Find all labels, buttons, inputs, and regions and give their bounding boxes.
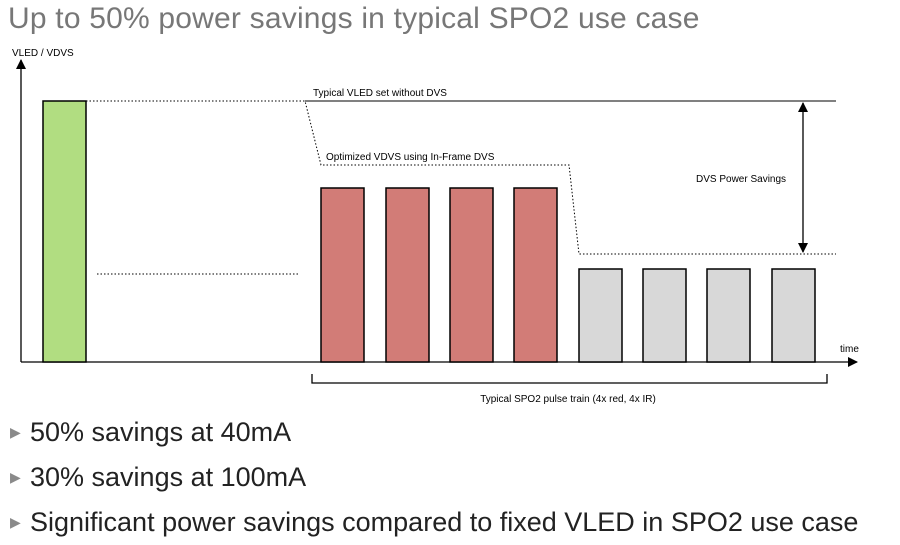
- dvs-power-diagram: VLED / VDVS time Typical VLED set withou…: [12, 48, 859, 405]
- bullet-text: 30% savings at 100mA: [30, 462, 307, 492]
- pulse-train-bracket: [311, 374, 828, 384]
- bullet-text: Significant power savings compared to fi…: [30, 507, 859, 537]
- ir-pulse: [642, 268, 687, 363]
- red-pulse: [385, 187, 430, 363]
- bullet-item: ▶ Significant power savings compared to …: [10, 500, 858, 545]
- triangle-right-icon: ▶: [10, 424, 21, 440]
- savings-label-bg: [690, 169, 800, 187]
- slide-title: Up to 50% power savings in typical SPO2 …: [8, 2, 700, 35]
- y-axis-label: VLED / VDVS: [12, 48, 74, 59]
- savings-label: DVS Power Savings: [696, 174, 786, 185]
- green-pulse: [42, 100, 87, 363]
- bullet-item: ▶ 50% savings at 40mA: [10, 410, 858, 455]
- vdvs-label: Optimized VDVS using In-Frame DVS: [326, 152, 495, 163]
- vdvs-dotted-line: [86, 100, 836, 255]
- ir-pulse: [706, 268, 751, 363]
- ir-pulse: [578, 268, 623, 363]
- x-axis-label: time: [840, 344, 859, 355]
- pulse-train-label: Typical SPO2 pulse train (4x red, 4x IR): [480, 394, 656, 405]
- red-pulse: [449, 187, 494, 363]
- triangle-right-icon: ▶: [10, 469, 21, 485]
- bullet-item: ▶ 30% savings at 100mA: [10, 455, 858, 500]
- ir-pulse: [771, 268, 816, 363]
- vled-label: Typical VLED set without DVS: [313, 88, 447, 99]
- red-pulse: [320, 187, 365, 363]
- bullet-list: ▶ 50% savings at 40mA ▶ 30% savings at 1…: [10, 410, 858, 545]
- triangle-right-icon: ▶: [10, 514, 21, 530]
- red-pulse: [513, 187, 558, 363]
- bullet-text: 50% savings at 40mA: [30, 417, 292, 447]
